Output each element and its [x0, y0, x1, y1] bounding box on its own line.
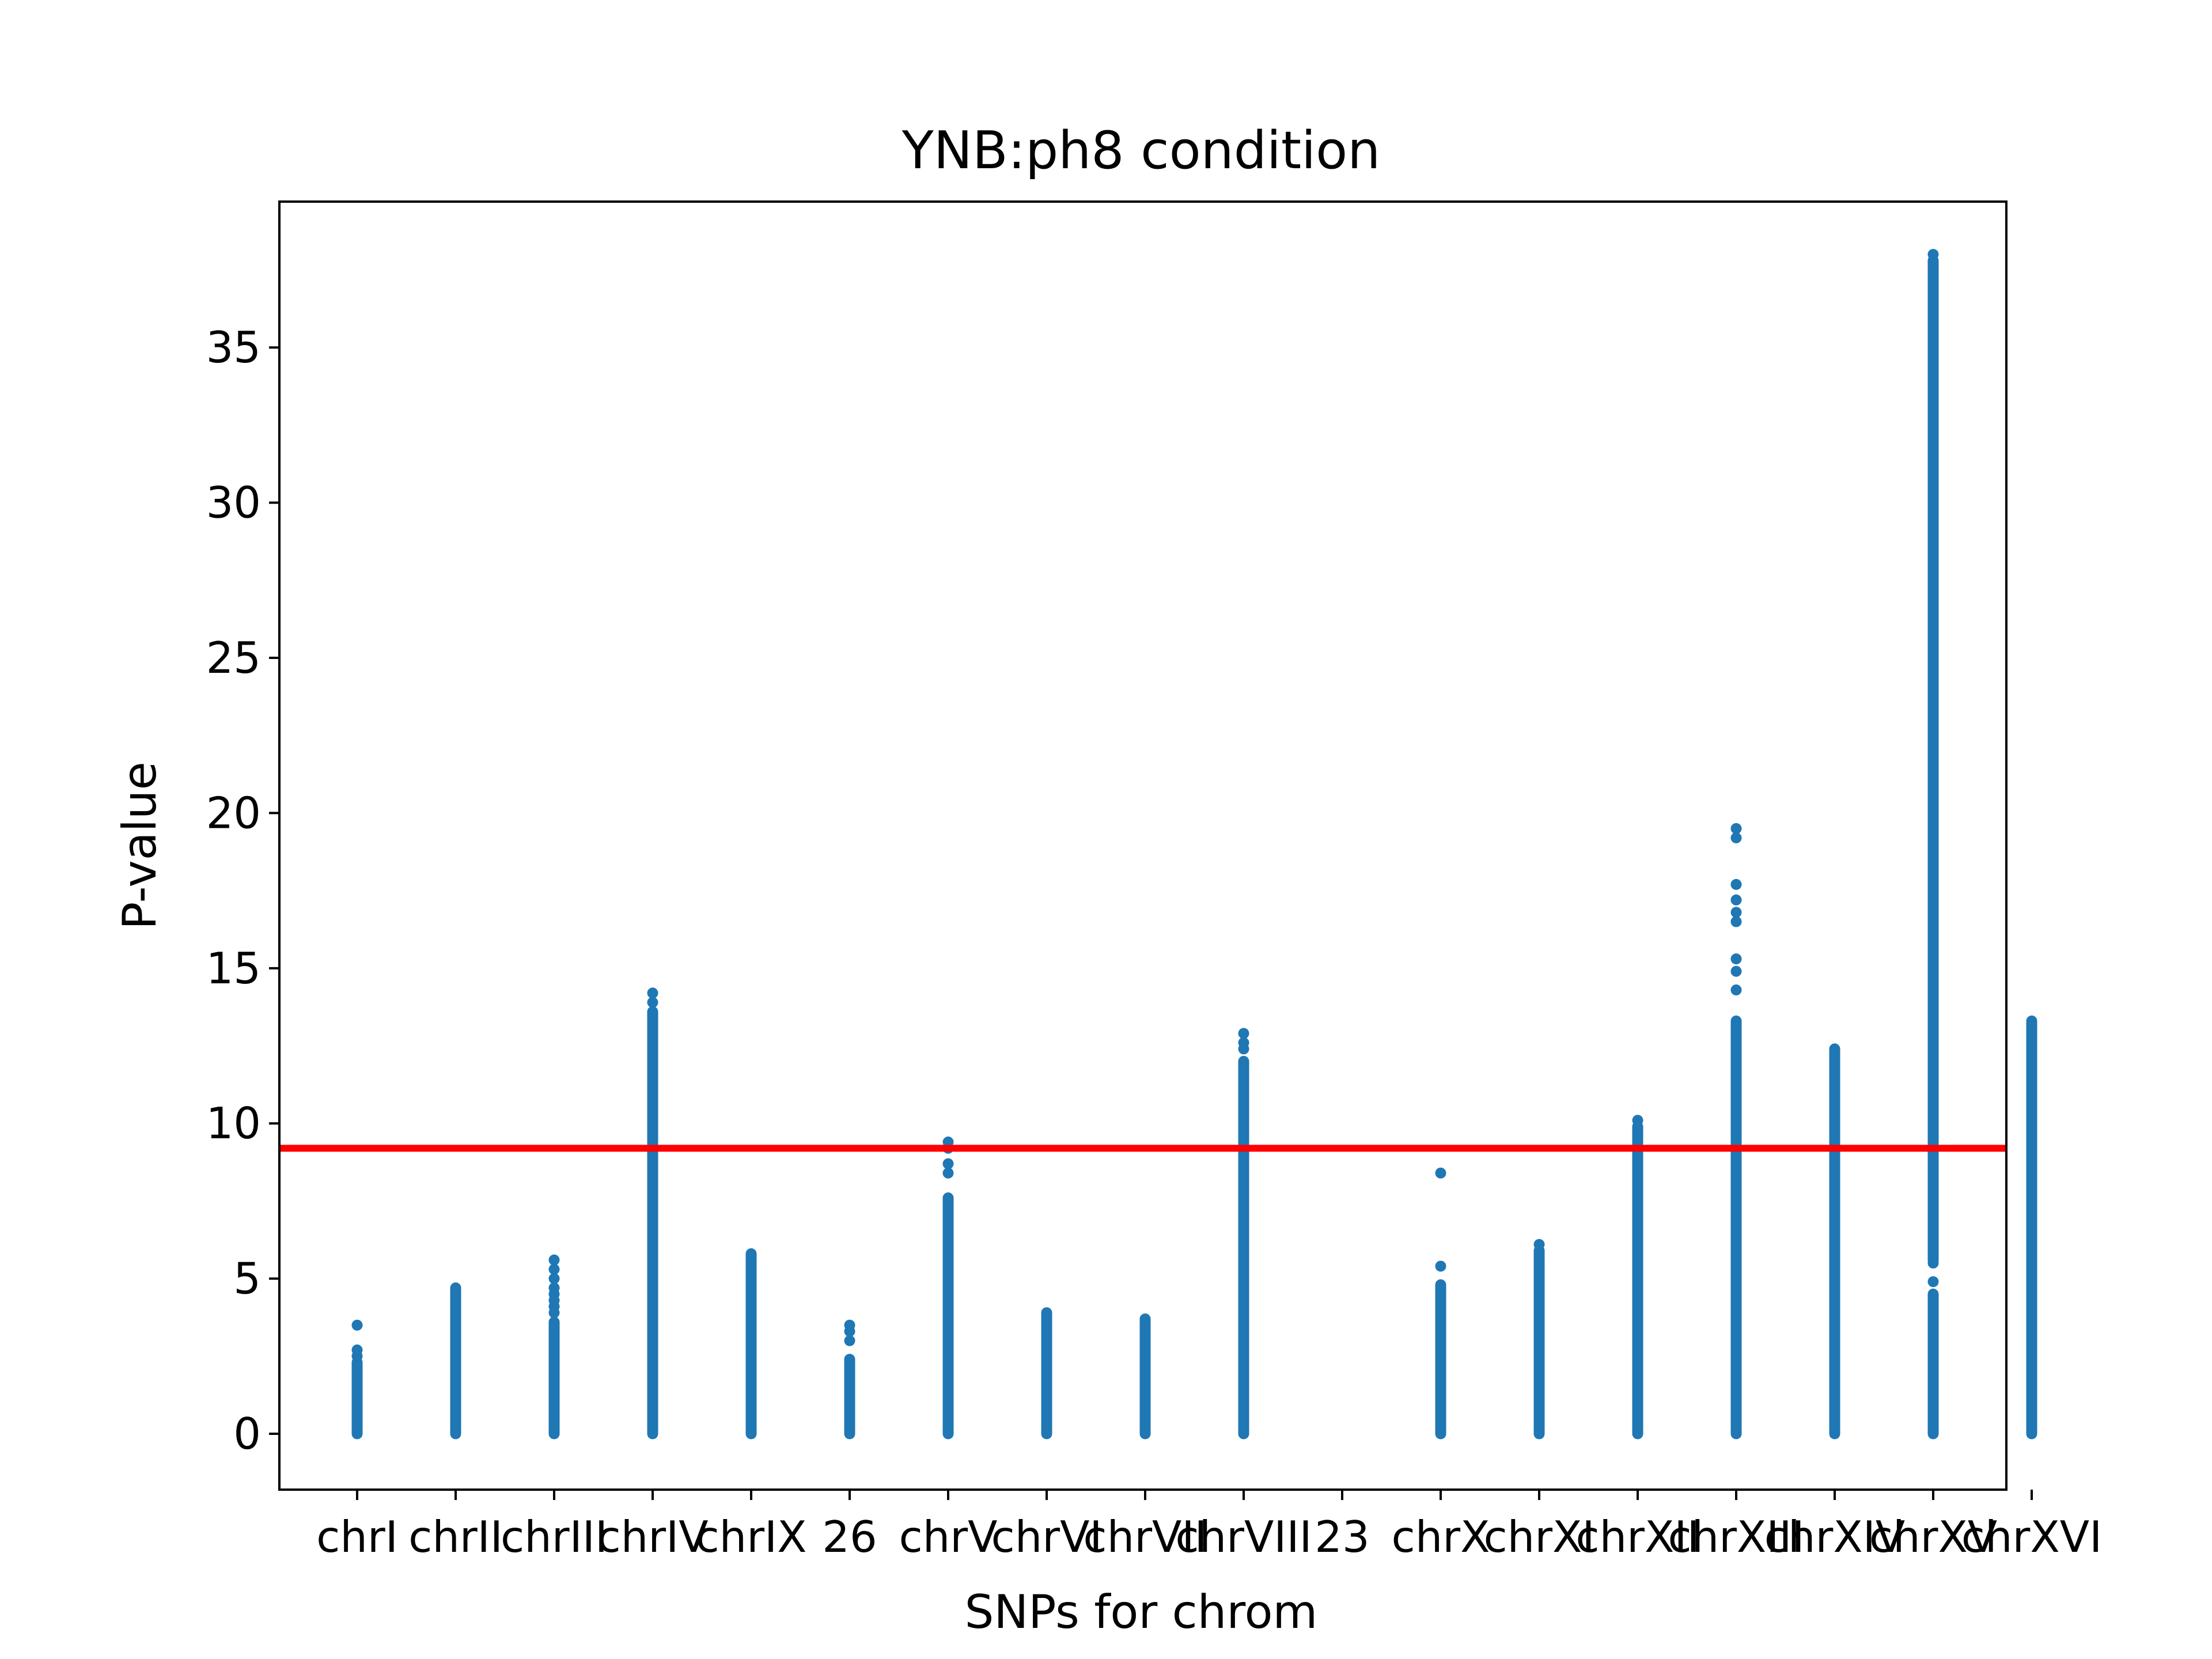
- y-tick-label: 10: [206, 1098, 261, 1149]
- x-tick-label: chrXIII: [1668, 1512, 1804, 1562]
- snp-point-chrIII-4: [548, 1282, 560, 1294]
- y-axis-label: P-value: [113, 762, 166, 930]
- x-tick-label: chrXIV: [1764, 1512, 1905, 1562]
- chart-title: YNB:ph8 condition: [902, 120, 1381, 181]
- snp-point-chrIV-1: [647, 987, 658, 999]
- x-axis-label: SNPs for chrom: [965, 1585, 1318, 1639]
- snp-point-chrV-1: [942, 1158, 954, 1169]
- x-tick-label: chrVII: [1083, 1512, 1207, 1562]
- x-tick-label: chrXI: [1483, 1512, 1594, 1562]
- x-tick-label: chrI: [316, 1512, 398, 1562]
- snp-point-chrIII-6: [548, 1263, 560, 1275]
- x-tick-label: chrIV: [597, 1512, 708, 1562]
- x-tick-label: 23: [1315, 1512, 1369, 1562]
- snp-point-chrXIII-3: [1730, 916, 1742, 927]
- x-tick-label: chrXV: [1869, 1512, 1997, 1562]
- snp-point-chrI-1: [351, 1344, 363, 1356]
- snp-point-chrI-2: [351, 1319, 363, 1331]
- y-axis: 0 5 10 15 20 25 30 35: [206, 322, 279, 1459]
- x-tick-label: 26: [822, 1512, 877, 1562]
- snp-point-chrXIII-8: [1730, 823, 1742, 834]
- snp-point-chrV-3: [942, 1137, 954, 1148]
- x-tick-label: chrV: [899, 1512, 998, 1562]
- snp-point-chrVIII-1: [1238, 1037, 1249, 1048]
- snp-point-chrXII-0: [1632, 1115, 1643, 1126]
- x-tick-label: chrIX: [695, 1512, 806, 1562]
- points-layer: [351, 249, 2037, 1440]
- snp-point-chrXIII-0: [1730, 984, 1742, 996]
- snp-point-chrX-0: [1435, 1260, 1446, 1272]
- y-tick-label: 20: [206, 787, 261, 838]
- snp-point-26-0: [844, 1335, 855, 1346]
- x-tick-label: chrXVI: [1961, 1512, 2102, 1562]
- snp-point-chrXI-0: [1533, 1238, 1545, 1250]
- plot-frame: [278, 200, 2008, 1491]
- x-tick-label: chrIII: [501, 1512, 608, 1562]
- snp-point-chrXV-0: [1927, 1276, 1939, 1287]
- snp-point-chrXIII-6: [1730, 878, 1742, 890]
- x-tick-label: chrX: [1392, 1512, 1490, 1562]
- snp-point-26-2: [844, 1319, 855, 1331]
- snp-point-chrXIII-5: [1730, 894, 1742, 906]
- snp-point-chrIV-0: [647, 997, 658, 1008]
- snp-point-chrIII-5: [548, 1273, 560, 1285]
- snp-point-chrXIII-4: [1730, 907, 1742, 918]
- snp-point-chrX-1: [1435, 1167, 1446, 1179]
- y-tick-label: 25: [206, 632, 261, 683]
- snp-point-chrIII-7: [548, 1254, 560, 1266]
- snp-point-chrXIII-1: [1730, 965, 1742, 977]
- snp-point-chrXIII-7: [1730, 832, 1742, 844]
- snp-point-chrXIII-2: [1730, 953, 1742, 965]
- x-tick-label: chrVIII: [1175, 1512, 1312, 1562]
- y-tick-label: 5: [233, 1253, 261, 1304]
- y-tick-label: 15: [206, 943, 261, 994]
- snp-point-chrV-0: [942, 1167, 954, 1179]
- x-tick-label: chrVI: [991, 1512, 1102, 1562]
- snp-point-chrVIII-2: [1238, 1028, 1249, 1039]
- x-tick-label: chrII: [408, 1512, 503, 1562]
- x-tick-label: chrXII: [1575, 1512, 1699, 1562]
- y-tick-label: 35: [206, 322, 261, 373]
- y-tick-label: 30: [206, 478, 261, 528]
- y-tick-label: 0: [233, 1408, 261, 1459]
